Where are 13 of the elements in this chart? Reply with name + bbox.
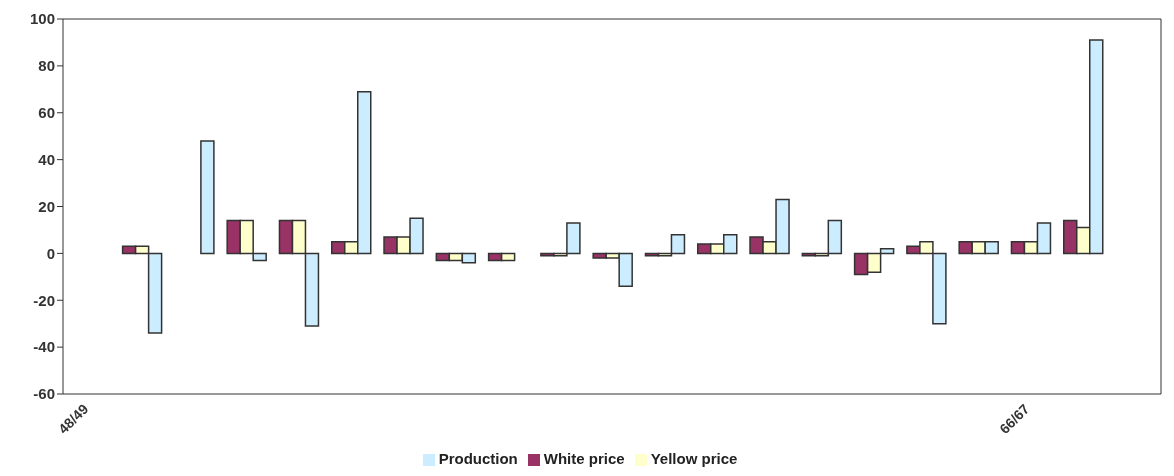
y-tick-label: 80 <box>38 57 55 75</box>
y-tick-label: 40 <box>38 150 55 168</box>
legend-label: Yellow price <box>650 450 738 467</box>
y-tick-label: -60 <box>33 385 55 403</box>
y-tick-label: 60 <box>38 104 55 122</box>
y-tick-label: 0 <box>46 244 55 262</box>
bar <box>200 140 215 255</box>
y-tick-label: -20 <box>33 291 55 309</box>
legend-label: White price <box>543 450 625 467</box>
legend-label: Production <box>438 450 518 467</box>
y-tick-label: 100 <box>29 10 55 28</box>
y-tick-label: 20 <box>38 197 55 215</box>
y-tick-label: -40 <box>33 338 55 356</box>
